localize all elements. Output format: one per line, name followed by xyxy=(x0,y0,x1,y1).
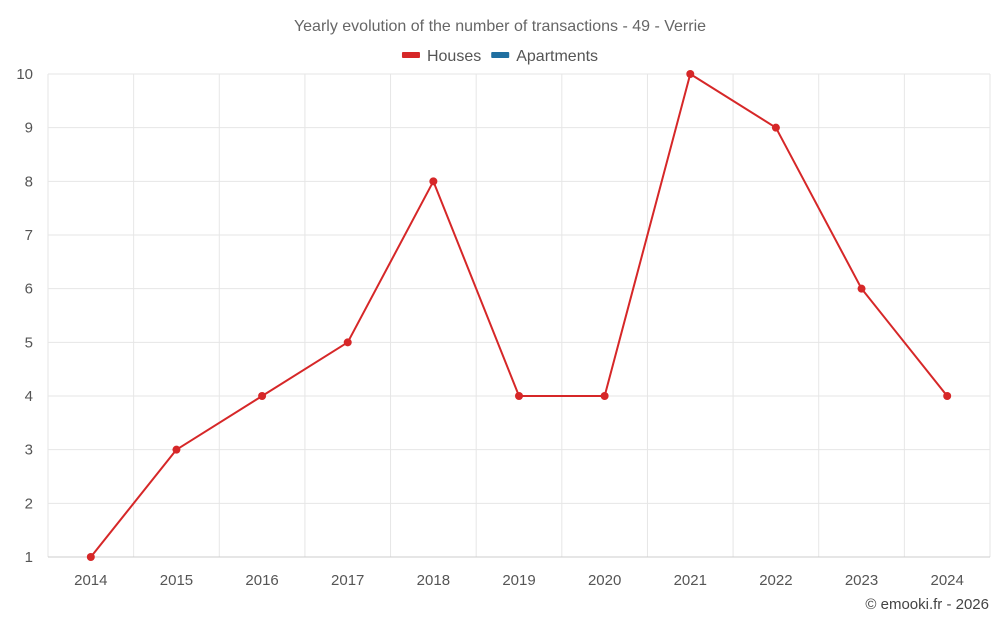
credit-text: © emooki.fr - 2026 xyxy=(865,596,989,613)
data-point[interactable] xyxy=(343,338,352,347)
y-tick-label: 5 xyxy=(25,334,33,351)
data-point[interactable] xyxy=(172,445,181,454)
series-houses xyxy=(86,70,952,561)
y-gridlines xyxy=(48,73,990,558)
legend-label: Houses xyxy=(427,48,481,65)
x-tick-label: 2015 xyxy=(160,572,193,589)
x-gridlines xyxy=(47,74,991,557)
data-point[interactable] xyxy=(943,392,952,400)
x-tick-label: 2017 xyxy=(331,572,364,589)
x-tick-label: 2022 xyxy=(759,572,792,589)
x-tick-label: 2019 xyxy=(502,572,535,589)
x-tick-label: 2023 xyxy=(845,572,878,589)
y-tick-label: 2 xyxy=(25,495,33,512)
series-layer xyxy=(86,70,952,561)
data-point[interactable] xyxy=(686,70,695,78)
x-tick-label: 2024 xyxy=(930,572,963,589)
legend-swatch xyxy=(491,52,510,58)
y-tick-label: 6 xyxy=(25,281,33,298)
y-tick-label: 8 xyxy=(25,173,33,190)
legend-item-houses[interactable]: Houses xyxy=(401,48,481,65)
y-axis-tick-labels: 1 2 3 4 5 6 7 8 9 10 xyxy=(16,66,33,566)
y-tick-label: 9 xyxy=(25,120,33,137)
x-tick-label: 2014 xyxy=(74,572,107,589)
data-point[interactable] xyxy=(857,284,866,293)
chart-legend: Houses Apartments xyxy=(401,48,598,65)
data-point[interactable] xyxy=(429,177,438,186)
data-point[interactable] xyxy=(86,553,95,561)
y-tick-label: 4 xyxy=(25,388,33,405)
y-tick-label: 10 xyxy=(16,66,33,83)
data-point[interactable] xyxy=(515,392,523,400)
legend-label: Apartments xyxy=(516,48,598,65)
legend-swatch xyxy=(401,52,420,58)
data-point[interactable] xyxy=(258,392,267,400)
y-tick-label: 7 xyxy=(25,227,33,244)
x-tick-label: 2018 xyxy=(417,572,450,589)
chart-title: Yearly evolution of the number of transa… xyxy=(294,18,706,35)
x-axis-tick-labels: 2014 2015 2016 2017 2018 2019 2020 2021 2022 2023… xyxy=(74,572,964,589)
y-tick-label: 3 xyxy=(25,442,33,459)
x-tick-label: 2020 xyxy=(588,572,621,589)
x-tick-label: 2016 xyxy=(245,572,278,589)
legend-item-apartments[interactable]: Apartments xyxy=(491,48,598,65)
x-tick-label: 2021 xyxy=(674,572,707,589)
y-tick-label: 1 xyxy=(25,549,33,566)
data-point[interactable] xyxy=(771,123,780,132)
data-point[interactable] xyxy=(600,392,609,400)
